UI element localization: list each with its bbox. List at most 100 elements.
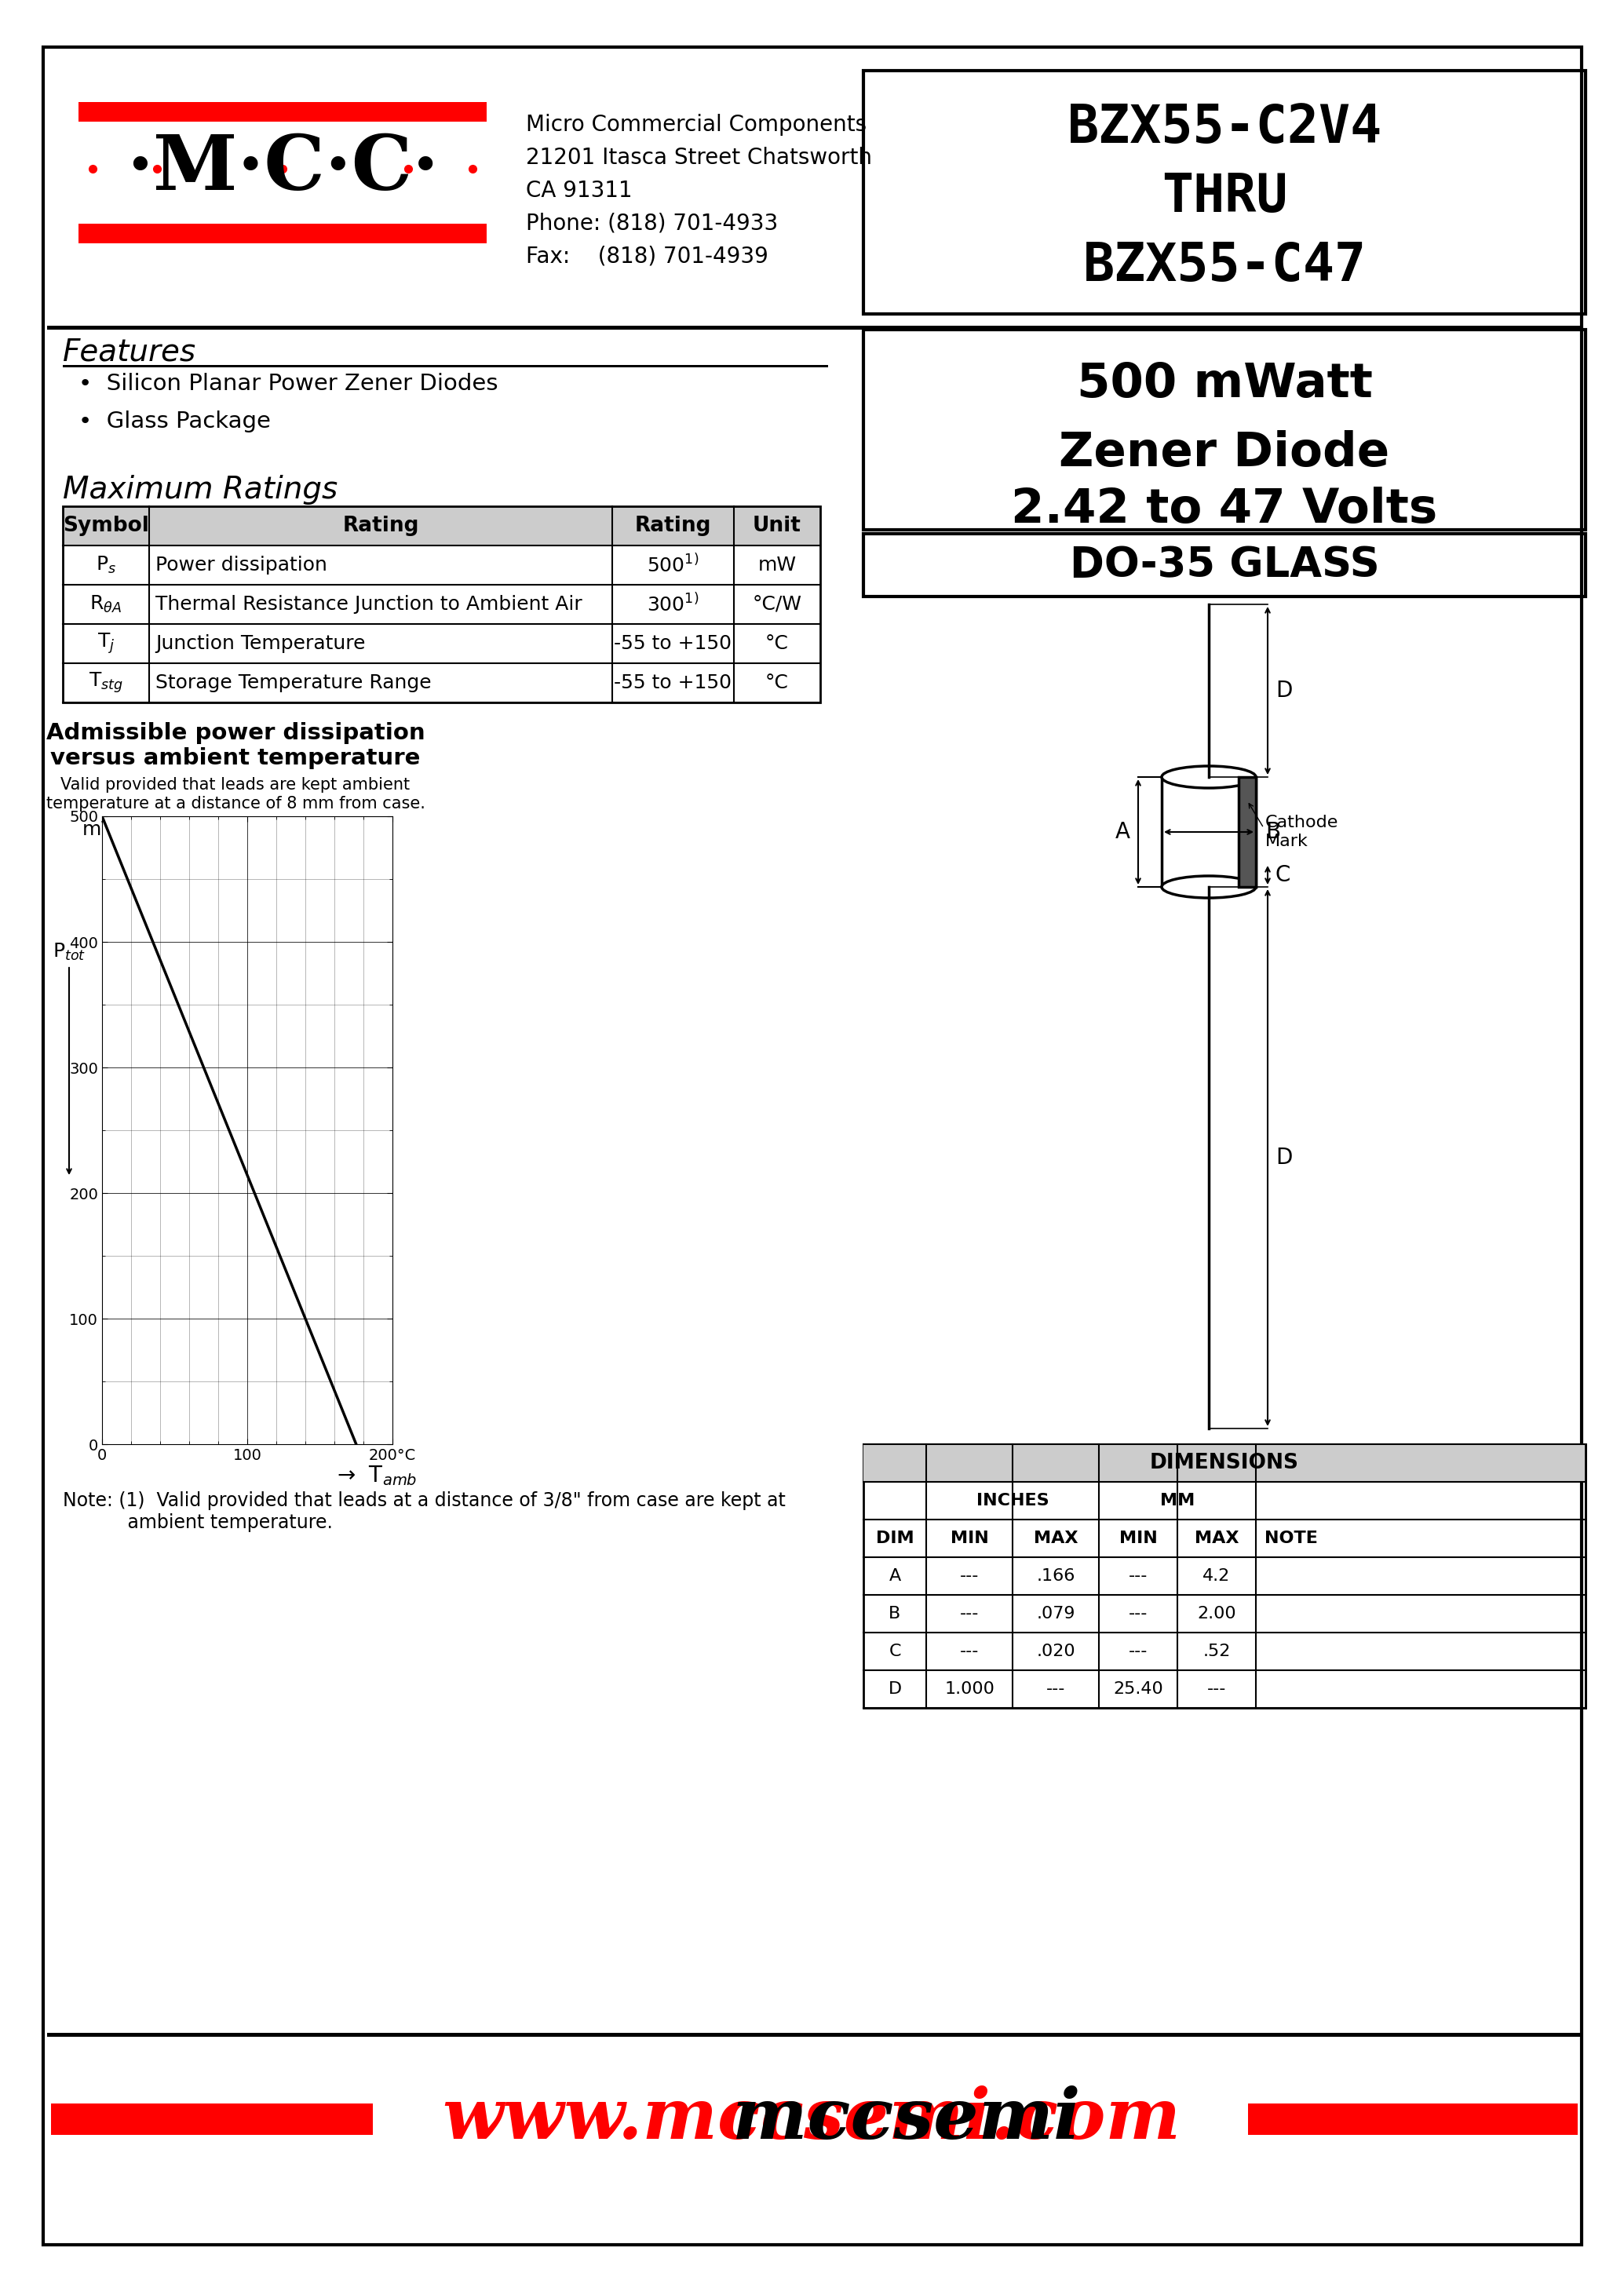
Bar — [47, 326, 1582, 330]
Text: MM: MM — [1160, 1492, 1195, 1508]
Text: Fax:    (818) 701-4939: Fax: (818) 701-4939 — [526, 246, 768, 269]
Text: 2.42 to 47 Volts: 2.42 to 47 Volts — [1012, 487, 1437, 532]
Text: Unit: Unit — [754, 516, 801, 537]
Text: BZX55-C2V4: BZX55-C2V4 — [1067, 101, 1382, 154]
Text: R$_{\theta A}$: R$_{\theta A}$ — [89, 594, 122, 615]
Text: Cathode
Mark: Cathode Mark — [1265, 815, 1338, 849]
Text: 2.00: 2.00 — [1197, 1606, 1236, 1623]
Text: temperature at a distance of 8 mm from case.: temperature at a distance of 8 mm from c… — [45, 796, 425, 812]
Text: °C: °C — [765, 672, 789, 693]
Text: versus ambient temperature: versus ambient temperature — [50, 748, 421, 769]
Text: 300$^{1)}$: 300$^{1)}$ — [646, 592, 698, 615]
Text: mW: mW — [758, 555, 796, 574]
Bar — [1239, 778, 1255, 886]
Text: P$_s$: P$_s$ — [96, 555, 117, 576]
Text: Power dissipation: Power dissipation — [156, 555, 326, 574]
Text: www.mccsemi.com: www.mccsemi.com — [442, 2086, 1181, 2153]
Text: Admissible power dissipation: Admissible power dissipation — [45, 723, 425, 744]
Text: ---: --- — [1046, 1682, 1065, 1696]
Text: B: B — [1265, 822, 1280, 842]
Text: INCHES: INCHES — [976, 1492, 1049, 1508]
Text: Storage Temperature Range: Storage Temperature Range — [156, 672, 432, 693]
Text: 500$^{1)}$: 500$^{1)}$ — [646, 553, 698, 576]
Text: •  Glass Package: • Glass Package — [78, 411, 271, 431]
Text: Rating: Rating — [343, 516, 419, 537]
Bar — [63, 507, 820, 702]
Text: ---: --- — [1129, 1606, 1148, 1623]
Text: •  Silicon Planar Power Zener Diodes: • Silicon Planar Power Zener Diodes — [78, 372, 499, 395]
Text: Rating: Rating — [635, 516, 711, 537]
Bar — [864, 1444, 1585, 1707]
Bar — [864, 535, 1585, 597]
Text: THRU: THRU — [1161, 172, 1288, 223]
Ellipse shape — [1161, 877, 1255, 897]
Text: D: D — [1275, 679, 1293, 702]
Text: Micro Commercial Components: Micro Commercial Components — [526, 115, 867, 135]
Text: MIN: MIN — [1119, 1531, 1158, 1547]
Text: °C/W: °C/W — [752, 594, 802, 613]
Text: CA 91311: CA 91311 — [526, 179, 632, 202]
Bar — [78, 223, 487, 243]
Text: →  T$_{amb}$: → T$_{amb}$ — [336, 1464, 417, 1487]
Bar — [1239, 778, 1255, 886]
Text: MIN: MIN — [950, 1531, 989, 1547]
Text: .52: .52 — [1203, 1643, 1231, 1659]
Text: A: A — [888, 1567, 901, 1584]
Bar — [1161, 778, 1255, 886]
Text: Note: (1)  Valid provided that leads at a distance of 3/8" from case are kept at: Note: (1) Valid provided that leads at a… — [63, 1492, 786, 1533]
Text: Thermal Resistance Junction to Ambient Air: Thermal Resistance Junction to Ambient A… — [156, 594, 583, 613]
Text: 25.40: 25.40 — [1112, 1682, 1163, 1696]
Text: 21201 Itasca Street Chatsworth: 21201 Itasca Street Chatsworth — [526, 147, 872, 170]
Bar — [50, 2105, 374, 2134]
Text: MAX: MAX — [1195, 1531, 1239, 1547]
Text: P$_{tot}$: P$_{tot}$ — [52, 941, 86, 962]
Text: ---: --- — [1129, 1643, 1148, 1659]
Text: D: D — [888, 1682, 901, 1696]
Text: .020: .020 — [1036, 1643, 1075, 1659]
Bar — [1247, 2105, 1577, 2134]
Text: BZX55-C47: BZX55-C47 — [1083, 241, 1366, 291]
Text: Phone: (818) 701-4933: Phone: (818) 701-4933 — [526, 213, 778, 234]
Bar — [864, 1444, 1585, 1483]
Text: B: B — [888, 1606, 901, 1623]
Text: mW: mW — [83, 819, 120, 840]
Text: DIMENSIONS: DIMENSIONS — [1150, 1453, 1299, 1473]
Bar — [78, 101, 487, 122]
Text: Junction Temperature: Junction Temperature — [156, 633, 365, 654]
Text: .079: .079 — [1036, 1606, 1075, 1623]
Bar — [47, 2033, 1582, 2036]
Text: °C: °C — [765, 633, 789, 654]
Text: C: C — [1275, 865, 1291, 886]
Text: C: C — [888, 1643, 901, 1659]
Text: A: A — [1116, 822, 1130, 842]
Text: DIM: DIM — [875, 1531, 914, 1547]
Text: ---: --- — [1129, 1567, 1148, 1584]
Text: mccsemi: mccsemi — [536, 2086, 1080, 2153]
Text: ---: --- — [960, 1567, 979, 1584]
Text: Symbol: Symbol — [63, 516, 149, 537]
Text: MAX: MAX — [1033, 1531, 1078, 1547]
Bar — [864, 71, 1585, 314]
Text: T$_j$: T$_j$ — [97, 631, 115, 656]
Text: 500 mWatt: 500 mWatt — [1077, 360, 1372, 406]
Text: DO-35 GLASS: DO-35 GLASS — [1070, 544, 1379, 585]
Ellipse shape — [1161, 767, 1255, 787]
Text: D: D — [1275, 1148, 1293, 1168]
Text: .166: .166 — [1036, 1567, 1075, 1584]
Text: Valid provided that leads are kept ambient: Valid provided that leads are kept ambie… — [60, 778, 411, 792]
Bar — [63, 507, 820, 546]
Text: -55 to +150: -55 to +150 — [614, 672, 732, 693]
Text: Zener Diode: Zener Diode — [1059, 429, 1390, 477]
Text: ---: --- — [960, 1606, 979, 1623]
Text: ---: --- — [1207, 1682, 1226, 1696]
Text: T$_{stg}$: T$_{stg}$ — [89, 670, 123, 695]
Text: Maximum Ratings: Maximum Ratings — [63, 475, 338, 505]
Text: NOTE: NOTE — [1265, 1531, 1317, 1547]
Text: ---: --- — [960, 1643, 979, 1659]
Text: 1.000: 1.000 — [944, 1682, 994, 1696]
Text: Features: Features — [63, 337, 197, 367]
Text: 4.2: 4.2 — [1203, 1567, 1231, 1584]
Text: ·M·C·C·: ·M·C·C· — [127, 131, 438, 207]
Text: -55 to +150: -55 to +150 — [614, 633, 732, 654]
Bar — [864, 330, 1585, 530]
